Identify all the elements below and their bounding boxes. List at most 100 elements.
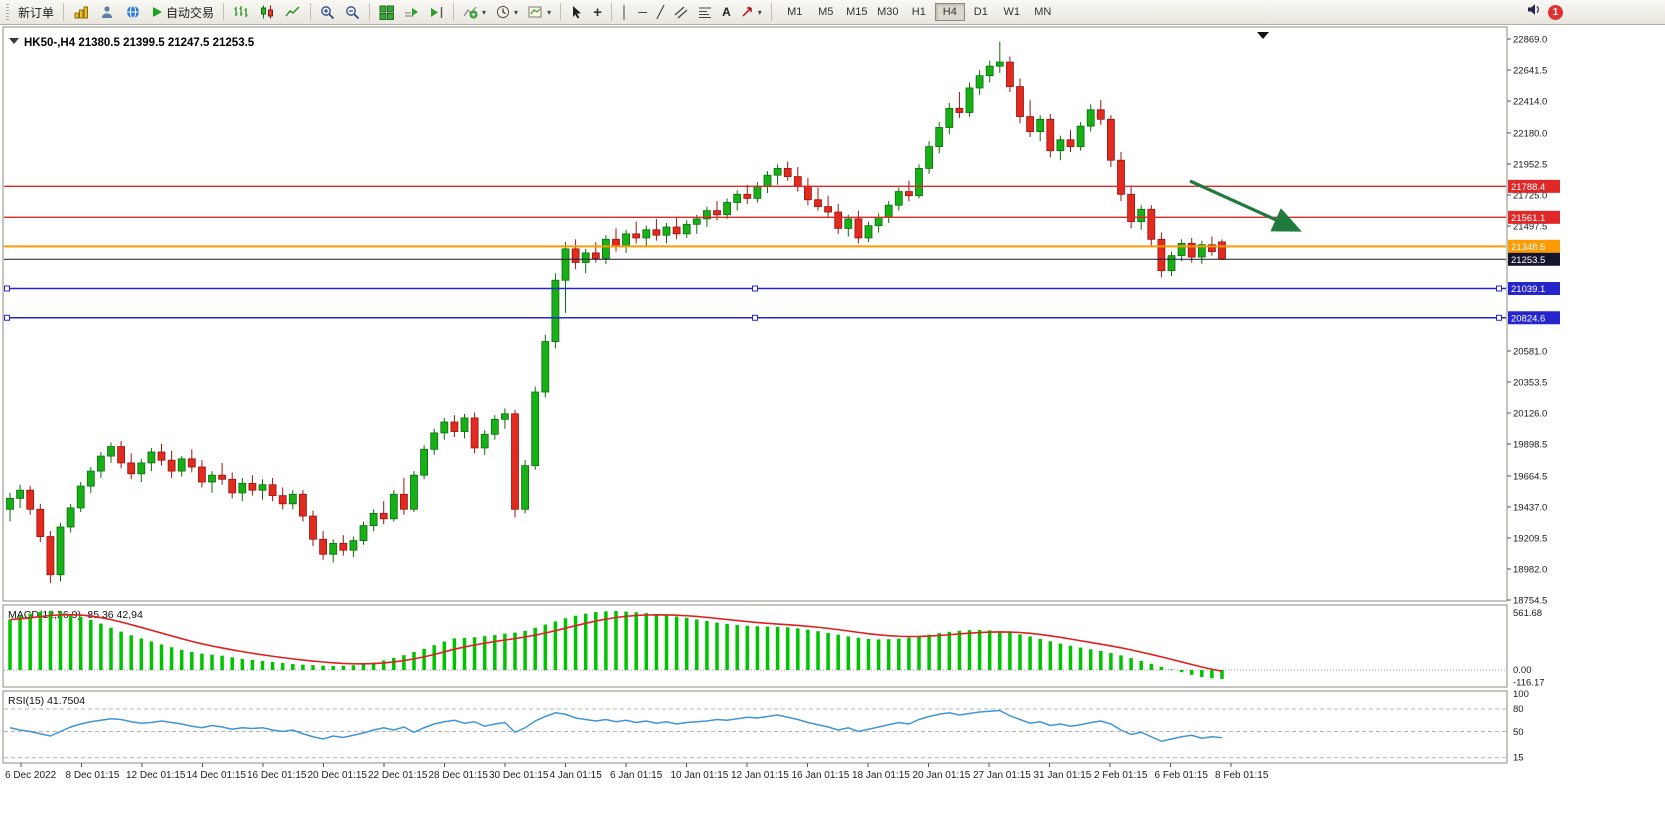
chart-shift-button[interactable] [424,1,449,23]
candle-body [804,185,812,201]
separator [453,3,455,21]
line-handle[interactable] [4,285,10,292]
timeframe-h1-button[interactable]: H1 [911,6,926,18]
candle-body [783,167,792,177]
time-tick-label: 8 Feb 01:15 [1215,770,1269,781]
candle-body [480,433,489,449]
periods-button[interactable]: ▾ [491,1,523,23]
candle-body [107,446,115,457]
time-tick-label: 16 Dec 01:15 [247,770,307,781]
notification-badge[interactable]: 1 [1548,4,1563,20]
candle-body [420,448,429,476]
candle-body [925,146,933,169]
candle-body [298,493,307,517]
tile-windows-button[interactable] [374,1,399,23]
line-handle[interactable] [752,314,758,321]
timeframe-mn-button[interactable]: MN [1034,6,1052,18]
candle-body [309,515,317,540]
trend-arrow[interactable] [1189,179,1302,232]
candle-body [349,540,358,551]
macd-bar [270,662,275,670]
time-tick-label: 20 Dec 01:15 [308,770,368,781]
price-tick-label: 20581.0 [1513,346,1547,357]
candle-body [1117,159,1125,195]
timeframe-m5-button[interactable]: M5 [818,6,834,18]
new-order-label: 新订单 [18,5,55,20]
market-button[interactable] [68,1,94,23]
timeframe-m15-button[interactable]: M15 [846,6,868,18]
macd-bar [1159,666,1164,670]
one-click-toggle-icon[interactable] [9,38,19,44]
timeframe-d1-button[interactable]: D1 [973,6,988,18]
candle-body [945,108,954,128]
candle-body [1006,61,1014,87]
candle-body [197,466,206,483]
macd-bar [412,652,416,670]
vertical-line-tool-button[interactable]: │ [616,1,634,23]
macd-bar [775,626,780,670]
candle-body [319,538,328,555]
timeframe-m1-button[interactable]: M1 [787,6,803,18]
profile-button[interactable] [94,1,120,23]
price-badge [1508,311,1560,325]
time-tick-label: 22 Dec 01:15 [368,770,428,781]
macd-bar [897,638,901,670]
candle-body [369,512,378,527]
candlestick-icon [259,5,275,19]
arrows-tool-button[interactable]: ▾ [736,1,767,23]
chart-shift-marker[interactable] [1257,32,1269,39]
candlestick-mode-button[interactable] [254,1,280,23]
zoom-in-button[interactable] [315,1,340,23]
candle-body [864,225,873,239]
macd-axis-label: 0.00 [1513,665,1532,676]
line-handle[interactable] [1496,285,1502,292]
candle-body [894,191,903,206]
alert-speaker-icon[interactable] [1526,2,1542,22]
indicators-button[interactable]: ▾ [458,1,491,23]
auto-scroll-button[interactable] [399,1,424,23]
timeframe-group: M1 M5 M15 M30 H1 H4 D1 W1 MN [780,3,1058,21]
community-button[interactable] [120,1,146,23]
macd-bar [1189,670,1194,675]
templates-button[interactable]: ▾ [523,1,556,23]
autotrading-button[interactable]: 自动交易 [146,1,219,23]
channel-tool-button[interactable] [669,1,693,23]
cursor-button[interactable] [565,1,588,23]
candle-body [753,185,762,199]
candle-body [1076,125,1085,147]
timeframe-m30-button[interactable]: M30 [877,6,899,18]
line-handle[interactable] [1496,314,1502,321]
macd-bar [371,662,376,670]
candle-body [723,202,731,216]
zoom-out-button[interactable] [340,1,365,23]
candle-body [66,507,75,528]
candle-body [268,484,277,497]
line-chart-mode-button[interactable] [280,1,306,23]
candle-body [824,206,832,213]
line-handle[interactable] [752,285,758,292]
channel-icon [674,6,688,19]
trendline-tool-button[interactable]: ╱ [652,1,669,23]
macd-bar [1129,658,1133,670]
fibonacci-tool-button[interactable] [693,1,717,23]
macd-bar [614,611,618,670]
timeframe-w1-button[interactable]: W1 [1003,6,1021,18]
crosshair-button[interactable]: + [588,1,607,23]
macd-bar [796,628,800,670]
new-order-button[interactable]: 新订单 [13,1,59,23]
candle-body [602,238,610,259]
macd-bar [967,630,972,670]
candle-body [884,204,893,218]
macd-bar [169,647,174,670]
macd-panel [2,604,1508,688]
macd-bar [341,665,346,670]
macd-bar [200,653,204,670]
candle-body [551,279,560,342]
toolbar-grip[interactable] [6,4,9,20]
horizontal-line-tool-button[interactable]: ─ [633,1,652,23]
bar-chart-mode-button[interactable] [228,1,254,23]
text-tool-button[interactable]: A [717,1,736,23]
line-handle[interactable] [4,314,10,321]
timeframe-h4-button[interactable]: H4 [934,3,965,21]
macd-bar [937,633,941,670]
